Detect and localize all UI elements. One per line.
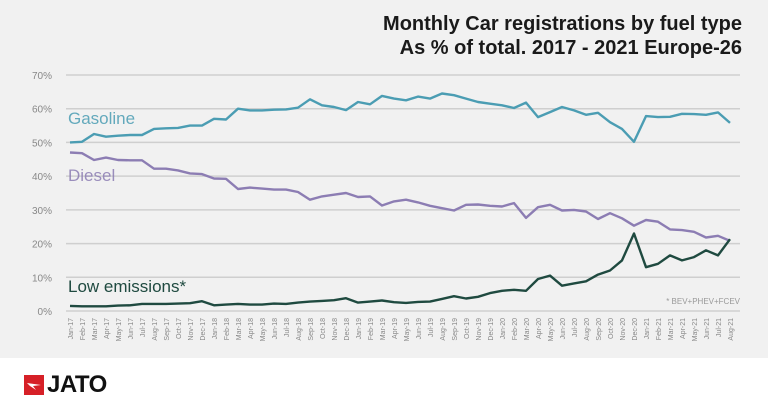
x-tick-label: Feb-21 bbox=[656, 318, 663, 340]
x-tick-label: Jun-18 bbox=[272, 318, 279, 340]
x-tick-label: Apr-21 bbox=[680, 318, 687, 339]
x-tick-label: Apr-17 bbox=[104, 318, 111, 339]
y-tick-label: 10% bbox=[32, 273, 52, 284]
y-tick-label: 60% bbox=[32, 105, 52, 116]
line-chart: 0% 10% 20% 30% 40% 50% 60% 70% Jan-17 Feb-17 Mar-1… bbox=[32, 71, 741, 341]
x-tick-label: Nov-19 bbox=[476, 318, 483, 341]
x-tick-label: Dec-18 bbox=[344, 318, 351, 341]
footnote: * BEV+PHEV+FCEV bbox=[666, 297, 740, 306]
x-tick-label: Nov-18 bbox=[332, 318, 339, 341]
x-tick-label: Oct-18 bbox=[320, 318, 327, 339]
x-tick-label: Mar-20 bbox=[524, 318, 531, 340]
x-tick-label: May-20 bbox=[548, 318, 555, 341]
x-tick-label: Sep-17 bbox=[164, 318, 171, 341]
x-tick-label: Jan-19 bbox=[356, 318, 363, 340]
x-tick-label: Mar-21 bbox=[668, 318, 675, 340]
x-tick-label: Sep-20 bbox=[596, 318, 603, 341]
x-tick-label: Jun-20 bbox=[560, 318, 567, 340]
series-label: Low emissions* bbox=[68, 277, 186, 296]
chart-title: Monthly Car registrations by fuel type bbox=[383, 13, 742, 35]
x-tick-label: Apr-19 bbox=[392, 318, 399, 339]
y-tick-label: 40% bbox=[32, 172, 52, 183]
x-tick-label: Apr-20 bbox=[536, 318, 543, 339]
jato-logo-text: JATO bbox=[47, 371, 107, 398]
x-tick-label: May-18 bbox=[260, 318, 267, 341]
x-tick-label: Feb-17 bbox=[80, 318, 87, 340]
x-tick-label: Mar-17 bbox=[92, 318, 99, 340]
x-tick-label: Jul-18 bbox=[284, 318, 291, 337]
x-tick-label: Oct-19 bbox=[464, 318, 471, 339]
x-tick-label: Feb-20 bbox=[512, 318, 519, 340]
y-tick-label: 30% bbox=[32, 206, 52, 217]
x-tick-label: Jan-17 bbox=[68, 318, 75, 340]
x-tick-label: Feb-19 bbox=[368, 318, 375, 340]
y-tick-label: 20% bbox=[32, 240, 52, 251]
x-tick-label: Jan-21 bbox=[644, 318, 651, 340]
x-tick-label: Oct-17 bbox=[176, 318, 183, 339]
series-label: Gasoline bbox=[68, 109, 135, 128]
series-label: Diesel bbox=[68, 166, 115, 185]
x-tick-label: Dec-17 bbox=[200, 318, 207, 341]
x-tick-label: Mar-18 bbox=[236, 318, 243, 340]
x-tick-label: Aug-18 bbox=[296, 318, 303, 341]
chart-panel bbox=[0, 0, 768, 358]
x-tick-label: Jun-21 bbox=[704, 318, 711, 340]
y-tick-label: 70% bbox=[32, 71, 52, 82]
x-tick-label: Aug-19 bbox=[440, 318, 447, 341]
series-line-diesel bbox=[69, 151, 731, 243]
x-tick-label: Mar-19 bbox=[380, 318, 387, 340]
series-line-gasoline bbox=[69, 92, 731, 144]
x-tick-label: Nov-20 bbox=[620, 318, 627, 341]
x-tick-label: Jun-17 bbox=[128, 318, 135, 340]
x-tick-label: Sep-18 bbox=[308, 318, 315, 341]
x-tick-label: Jan-20 bbox=[500, 318, 507, 340]
chart-subtitle: As % of total. 2017 - 2021 Europe-26 bbox=[399, 37, 742, 59]
jato-logo: JATO bbox=[24, 371, 107, 399]
x-tick-label: Dec-19 bbox=[488, 318, 495, 341]
x-tick-label: Jul-20 bbox=[572, 318, 579, 337]
x-tick-label: Sep-19 bbox=[452, 318, 459, 341]
x-tick-label: Aug-21 bbox=[728, 318, 735, 341]
x-tick-label: Aug-20 bbox=[584, 318, 591, 341]
x-tick-label: Feb-18 bbox=[224, 318, 231, 340]
x-tick-label: Oct-20 bbox=[608, 318, 615, 339]
y-tick-label: 0% bbox=[38, 307, 53, 318]
x-tick-label: Nov-17 bbox=[188, 318, 195, 341]
x-tick-label: Apr-18 bbox=[248, 318, 255, 339]
x-tick-label: Jul-17 bbox=[140, 318, 147, 337]
y-tick-label: 50% bbox=[32, 138, 52, 149]
x-tick-label: May-21 bbox=[692, 318, 699, 341]
x-tick-label: Jun-19 bbox=[416, 318, 423, 340]
x-tick-label: Aug-17 bbox=[152, 318, 159, 341]
x-tick-label: Jul-19 bbox=[428, 318, 435, 337]
jato-logo-mark-icon bbox=[24, 375, 44, 395]
x-tick-label: May-19 bbox=[404, 318, 411, 341]
series-line-low-emissions bbox=[69, 232, 731, 308]
x-tick-label: Jul-21 bbox=[716, 318, 723, 337]
x-tick-label: Dec-20 bbox=[632, 318, 639, 341]
x-tick-label: Jan-18 bbox=[212, 318, 219, 340]
x-tick-label: May-17 bbox=[116, 318, 123, 341]
